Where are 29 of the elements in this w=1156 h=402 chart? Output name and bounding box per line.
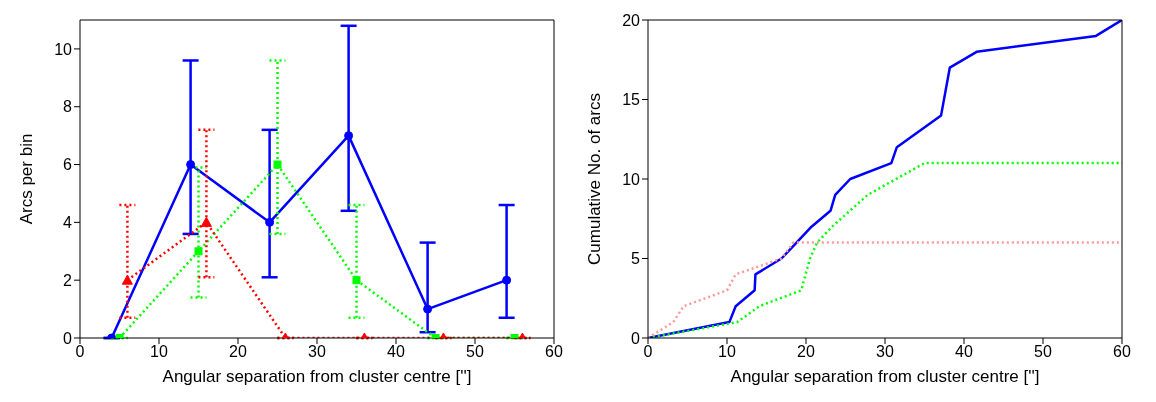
x-tick-label: 50: [466, 343, 484, 361]
y-tick-label: 5: [631, 250, 641, 268]
x-tick-label: 20: [229, 343, 247, 361]
x-tick-label: 60: [1113, 343, 1131, 361]
x-tick-label: 0: [75, 343, 85, 361]
x-tick-label: 20: [797, 343, 815, 361]
x-tick-label: 30: [308, 343, 326, 361]
y-tick-label: 20: [622, 11, 641, 29]
y-tick-label: 2: [63, 271, 73, 289]
x-tick-label: 40: [955, 343, 973, 361]
x-tick-label: 50: [1034, 343, 1052, 361]
x-tick-label: 40: [387, 343, 405, 361]
y-tick-label: 4: [63, 214, 73, 232]
y-tick-label: 15: [622, 91, 641, 109]
y-axis-title: Arcs per bin: [17, 133, 37, 225]
x-tick-label: 60: [545, 343, 563, 361]
y-tick-label: 0: [63, 329, 73, 347]
x-axis-title: Angular separation from cluster centre ['']: [730, 367, 1040, 386]
y-tick-label: 10: [622, 170, 641, 188]
y-tick-label: 0: [631, 329, 641, 347]
x-tick-label: 30: [876, 343, 894, 361]
x-axis-title: Angular separation from cluster centre ['']: [162, 367, 472, 386]
x-tick-label: 10: [150, 343, 168, 361]
x-tick-label: 0: [643, 343, 653, 361]
y-tick-label: 10: [54, 40, 73, 58]
y-tick-label: 8: [63, 98, 73, 116]
x-tick-label: 10: [718, 343, 736, 361]
y-axis-title: Cumulative No. of arcs: [585, 93, 605, 265]
y-tick-label: 6: [63, 156, 73, 174]
